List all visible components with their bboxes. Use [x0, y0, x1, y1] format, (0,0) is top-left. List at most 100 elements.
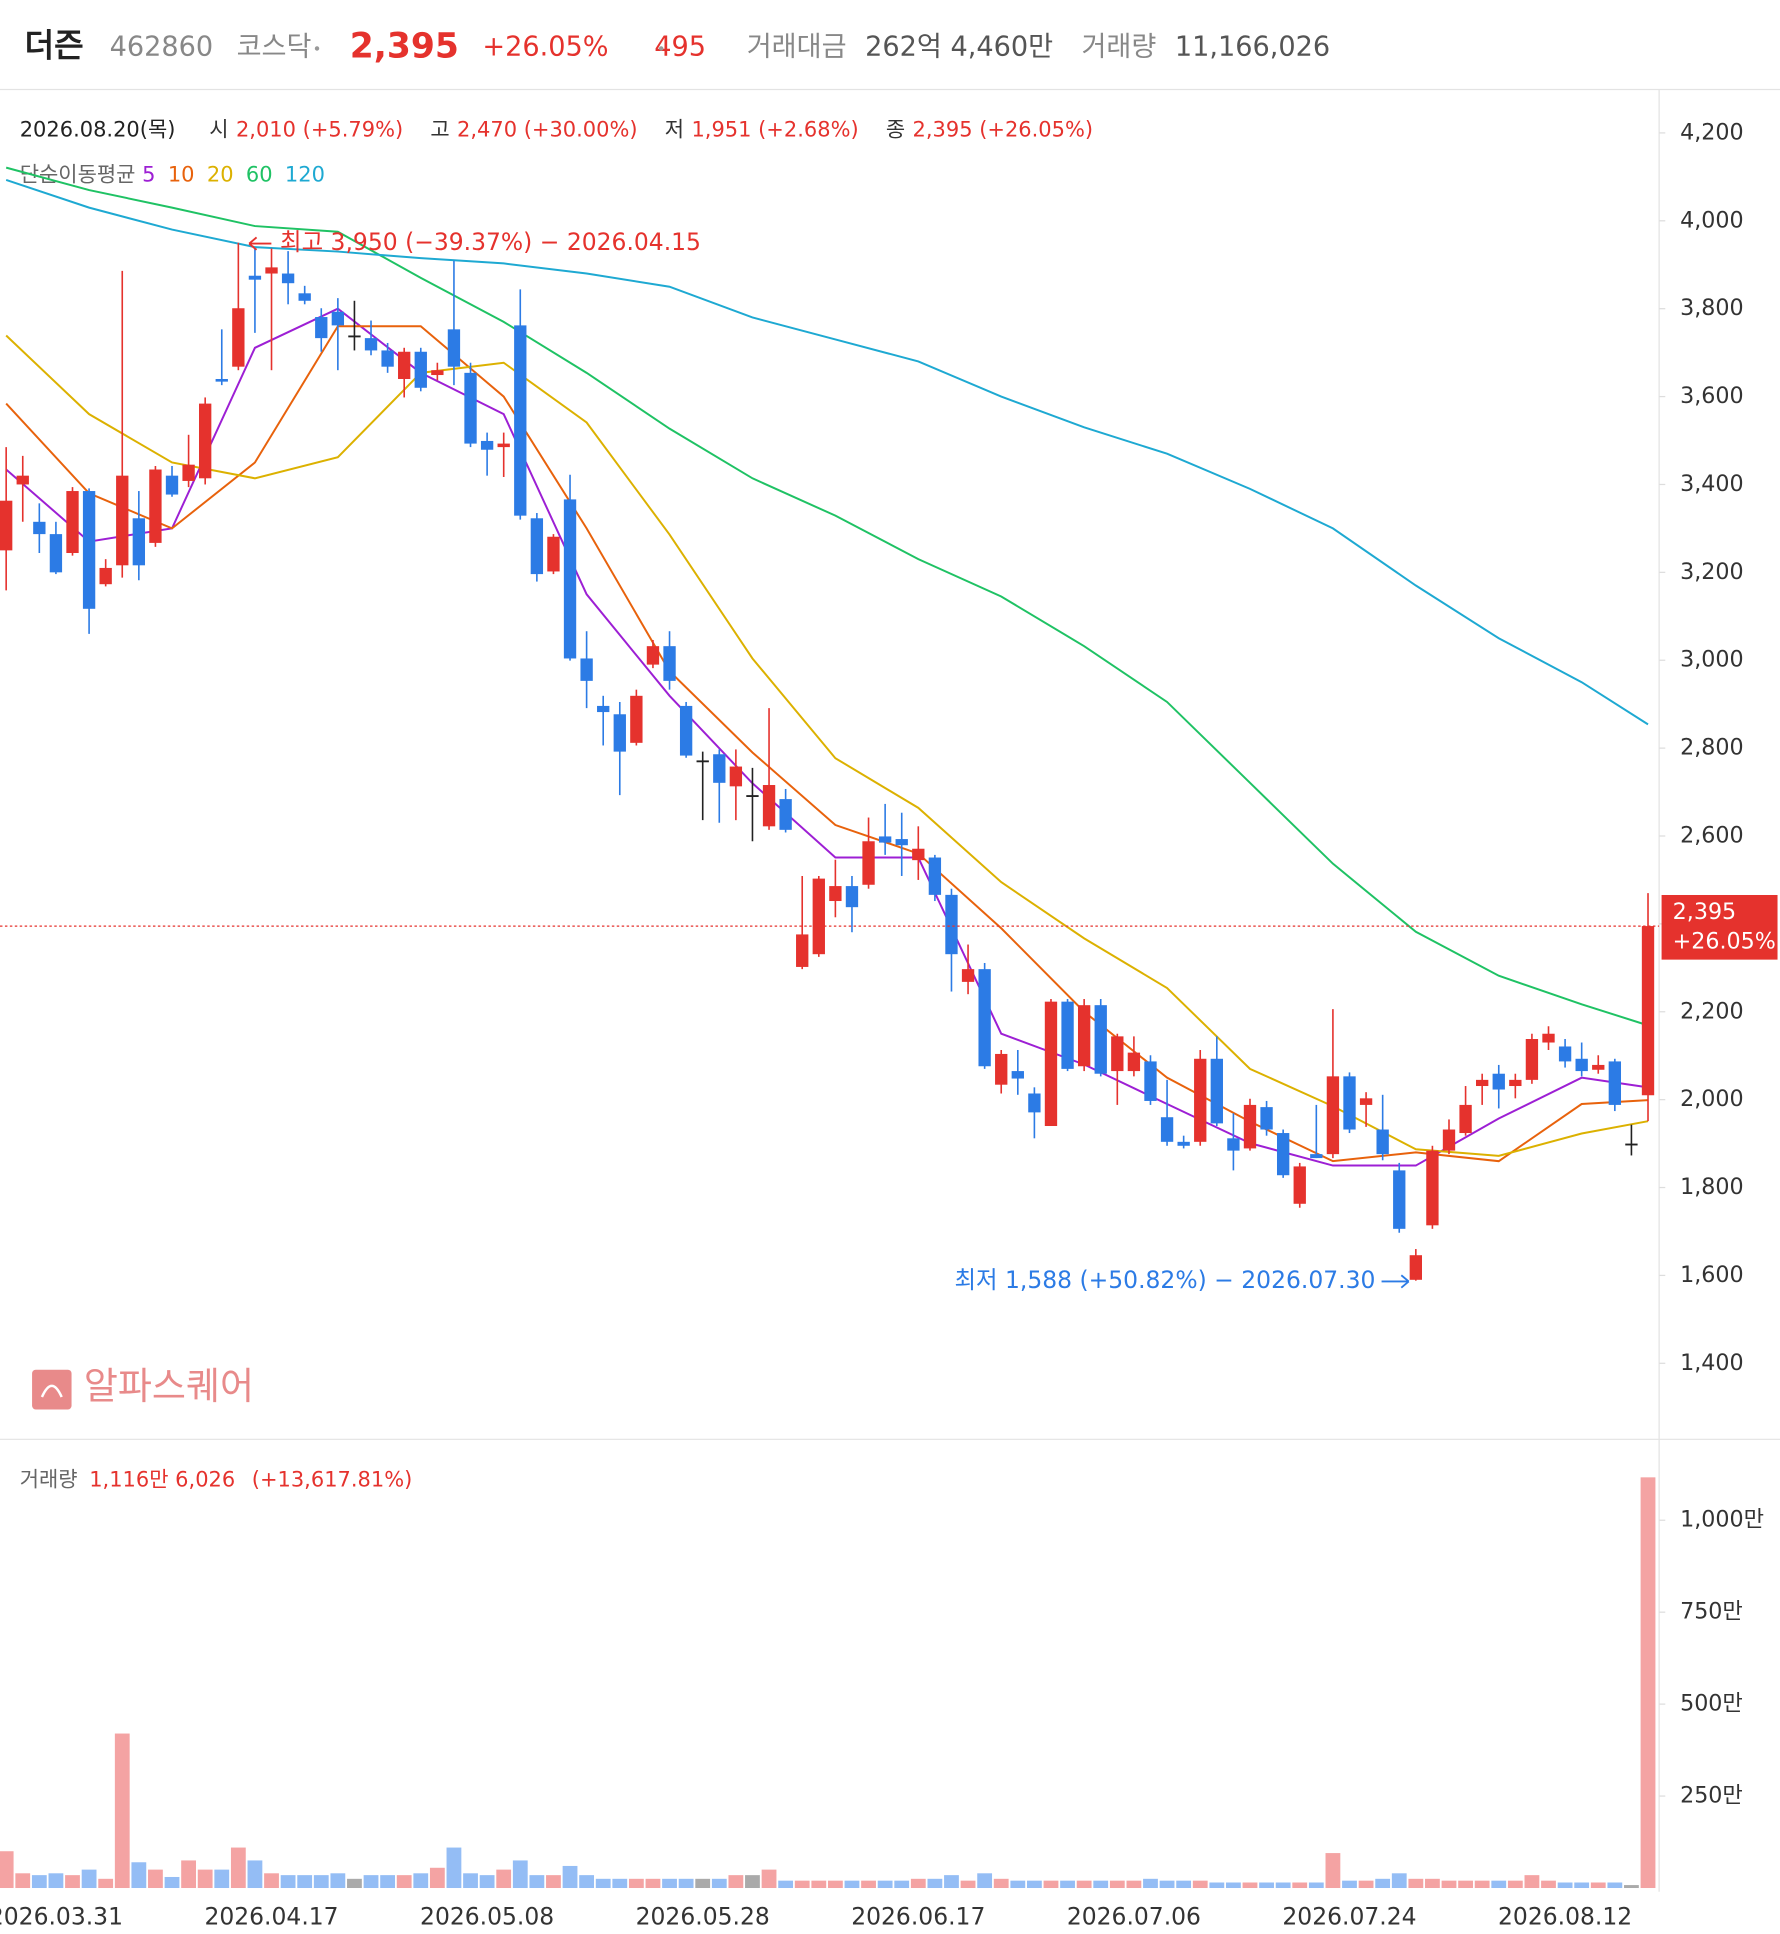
- volume-bar: [1126, 1880, 1142, 1889]
- volume-bar: [910, 1878, 926, 1889]
- candle-body: [132, 518, 146, 566]
- volume-bar: [1192, 1880, 1208, 1889]
- volume-bar: [413, 1873, 429, 1889]
- volume-bar: [1358, 1880, 1374, 1889]
- candle-body: [679, 705, 693, 756]
- stock-header: 더즌 462860 코스닥 2,395 +26.05% 495 거래대금 262…: [25, 26, 1331, 66]
- volume-bar: [579, 1875, 595, 1889]
- volume-bar: [297, 1875, 313, 1889]
- volume-bar: [1242, 1882, 1258, 1889]
- volume-bar: [1275, 1882, 1291, 1889]
- volume-bar: [977, 1873, 993, 1889]
- y-tick-label: 2,200: [1680, 998, 1744, 1024]
- y-tick-label: 1,600: [1680, 1262, 1744, 1288]
- candle-body: [1293, 1166, 1306, 1204]
- candle-body: [1028, 1093, 1041, 1113]
- volume-bar: [247, 1860, 263, 1889]
- last-change-label: +26.05%: [1673, 929, 1776, 955]
- volume-bar: [48, 1873, 64, 1889]
- volume-bar: [230, 1847, 246, 1889]
- volume-bar: [662, 1878, 677, 1889]
- volume-bar: [794, 1880, 810, 1889]
- volume-bar: [811, 1880, 827, 1889]
- info-label: 종: [886, 116, 905, 141]
- moving-averages: [5, 166, 1649, 1167]
- candle-body: [464, 372, 477, 444]
- candle-body: [1194, 1058, 1207, 1142]
- volume-bar: [1060, 1880, 1075, 1889]
- ma-legend-item: 20: [207, 161, 234, 186]
- candle-body: [563, 499, 577, 659]
- candle-body: [779, 799, 792, 830]
- volume-bar: [131, 1862, 147, 1889]
- volume-bar: [1574, 1882, 1590, 1889]
- volume-bar: [645, 1878, 661, 1889]
- candle-body: [431, 370, 444, 376]
- volume-bar: [612, 1878, 628, 1889]
- volume-bar: [628, 1878, 644, 1889]
- volume-bar: [960, 1880, 976, 1889]
- volume-bar: [81, 1869, 97, 1889]
- volume-bar: [181, 1860, 196, 1889]
- volume: 11,166,026: [1175, 31, 1330, 62]
- candle-body: [1111, 1036, 1124, 1072]
- candle-body: [1260, 1107, 1273, 1130]
- ma-legend-item: 60: [246, 161, 273, 186]
- candle-body: [961, 969, 975, 982]
- candle-body: [232, 308, 245, 367]
- volume-bar: [1292, 1882, 1308, 1889]
- candle-body: [1094, 1005, 1107, 1074]
- candle-body: [1442, 1129, 1456, 1151]
- y-tick-label: 1,400: [1680, 1350, 1744, 1376]
- y-tick-label: 3,800: [1680, 295, 1744, 321]
- volume-bar: [844, 1880, 860, 1889]
- volume-bar: [1640, 1477, 1656, 1889]
- volume-bar: [678, 1878, 694, 1889]
- candle-body: [812, 878, 825, 955]
- volume-bar: [1624, 1885, 1639, 1889]
- ohlc-info: 2026.08.20(목) 시 2,010 (+5.79%) 고 2,470 (+30…: [20, 116, 1093, 141]
- candle-body: [1409, 1255, 1422, 1280]
- watermark: 알파스퀘어: [84, 1365, 254, 1408]
- candle-body: [33, 521, 46, 535]
- volume-bar: [1474, 1880, 1490, 1889]
- volume-bar: [711, 1878, 727, 1889]
- candle-body: [381, 350, 394, 367]
- volume-bar: [214, 1869, 230, 1889]
- candle-body: [1227, 1138, 1240, 1151]
- volume-bar: [463, 1873, 478, 1889]
- candle-body: [1608, 1061, 1622, 1105]
- volume-bar: [1590, 1882, 1606, 1889]
- y-tick-label: 4,000: [1680, 207, 1744, 233]
- candle-body: [1077, 1005, 1091, 1067]
- candle-body: [713, 754, 726, 783]
- volume-bar: [363, 1875, 379, 1889]
- candle-body: [66, 491, 79, 554]
- candle-body: [862, 841, 875, 885]
- watermark-glyph: [40, 1384, 63, 1398]
- candle-body: [497, 443, 510, 448]
- candle-body: [1310, 1154, 1323, 1159]
- y-tick-label: 2,800: [1680, 735, 1744, 761]
- volume-bar: [15, 1873, 31, 1889]
- candle-body: [398, 351, 411, 379]
- volume-bar: [894, 1880, 910, 1889]
- candle-body: [149, 469, 162, 543]
- ma-line: [5, 166, 1649, 1027]
- candle-body: [414, 351, 427, 388]
- volume-bar: [927, 1878, 943, 1889]
- y-tick-label: 4,200: [1680, 119, 1744, 145]
- candle-body: [315, 317, 328, 339]
- volume-bar: [1557, 1882, 1573, 1889]
- candle-body: [530, 518, 544, 575]
- volume-bar: [1325, 1853, 1341, 1889]
- volume-caption-change: (+13,617.81%): [252, 1466, 413, 1491]
- volume-bar: [512, 1860, 528, 1889]
- price: 2,395: [350, 26, 459, 66]
- amount: 262억 4,460만: [865, 31, 1053, 62]
- volume-bar: [1026, 1880, 1042, 1889]
- watermark-icon: [32, 1369, 72, 1410]
- candle-body: [912, 848, 925, 861]
- info-date: 2026.08.20(목): [20, 116, 176, 141]
